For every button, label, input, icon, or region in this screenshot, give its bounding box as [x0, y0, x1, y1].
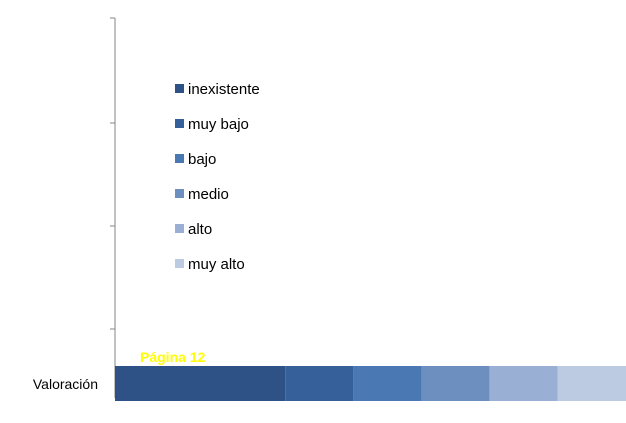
page-annotation: Página 12 — [140, 349, 206, 365]
bars — [115, 366, 626, 401]
bar-segment-medio — [421, 366, 490, 401]
legend-swatch — [175, 259, 184, 268]
axis — [110, 17, 116, 398]
legend-swatch — [175, 84, 184, 93]
bar-segment-bajo — [353, 366, 422, 401]
category-label: Valoración — [33, 376, 98, 392]
legend-label: bajo — [188, 151, 216, 168]
legend-label: muy alto — [188, 256, 245, 273]
legend-label: alto — [188, 221, 212, 238]
legend-swatch — [175, 189, 184, 198]
bar-segment-alto — [489, 366, 558, 401]
legend-swatch — [175, 224, 184, 233]
legend-swatch — [175, 119, 184, 128]
bar-segment-inexistente — [115, 366, 286, 401]
legend-label: medio — [188, 186, 229, 203]
bar-segment-muy-alto — [557, 366, 626, 401]
legend-label: inexistente — [188, 81, 260, 98]
legend: inexistente muy bajo bajo medio alto muy alto — [175, 81, 260, 273]
legend-swatch — [175, 154, 184, 163]
bar-segment-muy-bajo — [285, 366, 354, 401]
legend-label: muy bajo — [188, 116, 249, 133]
